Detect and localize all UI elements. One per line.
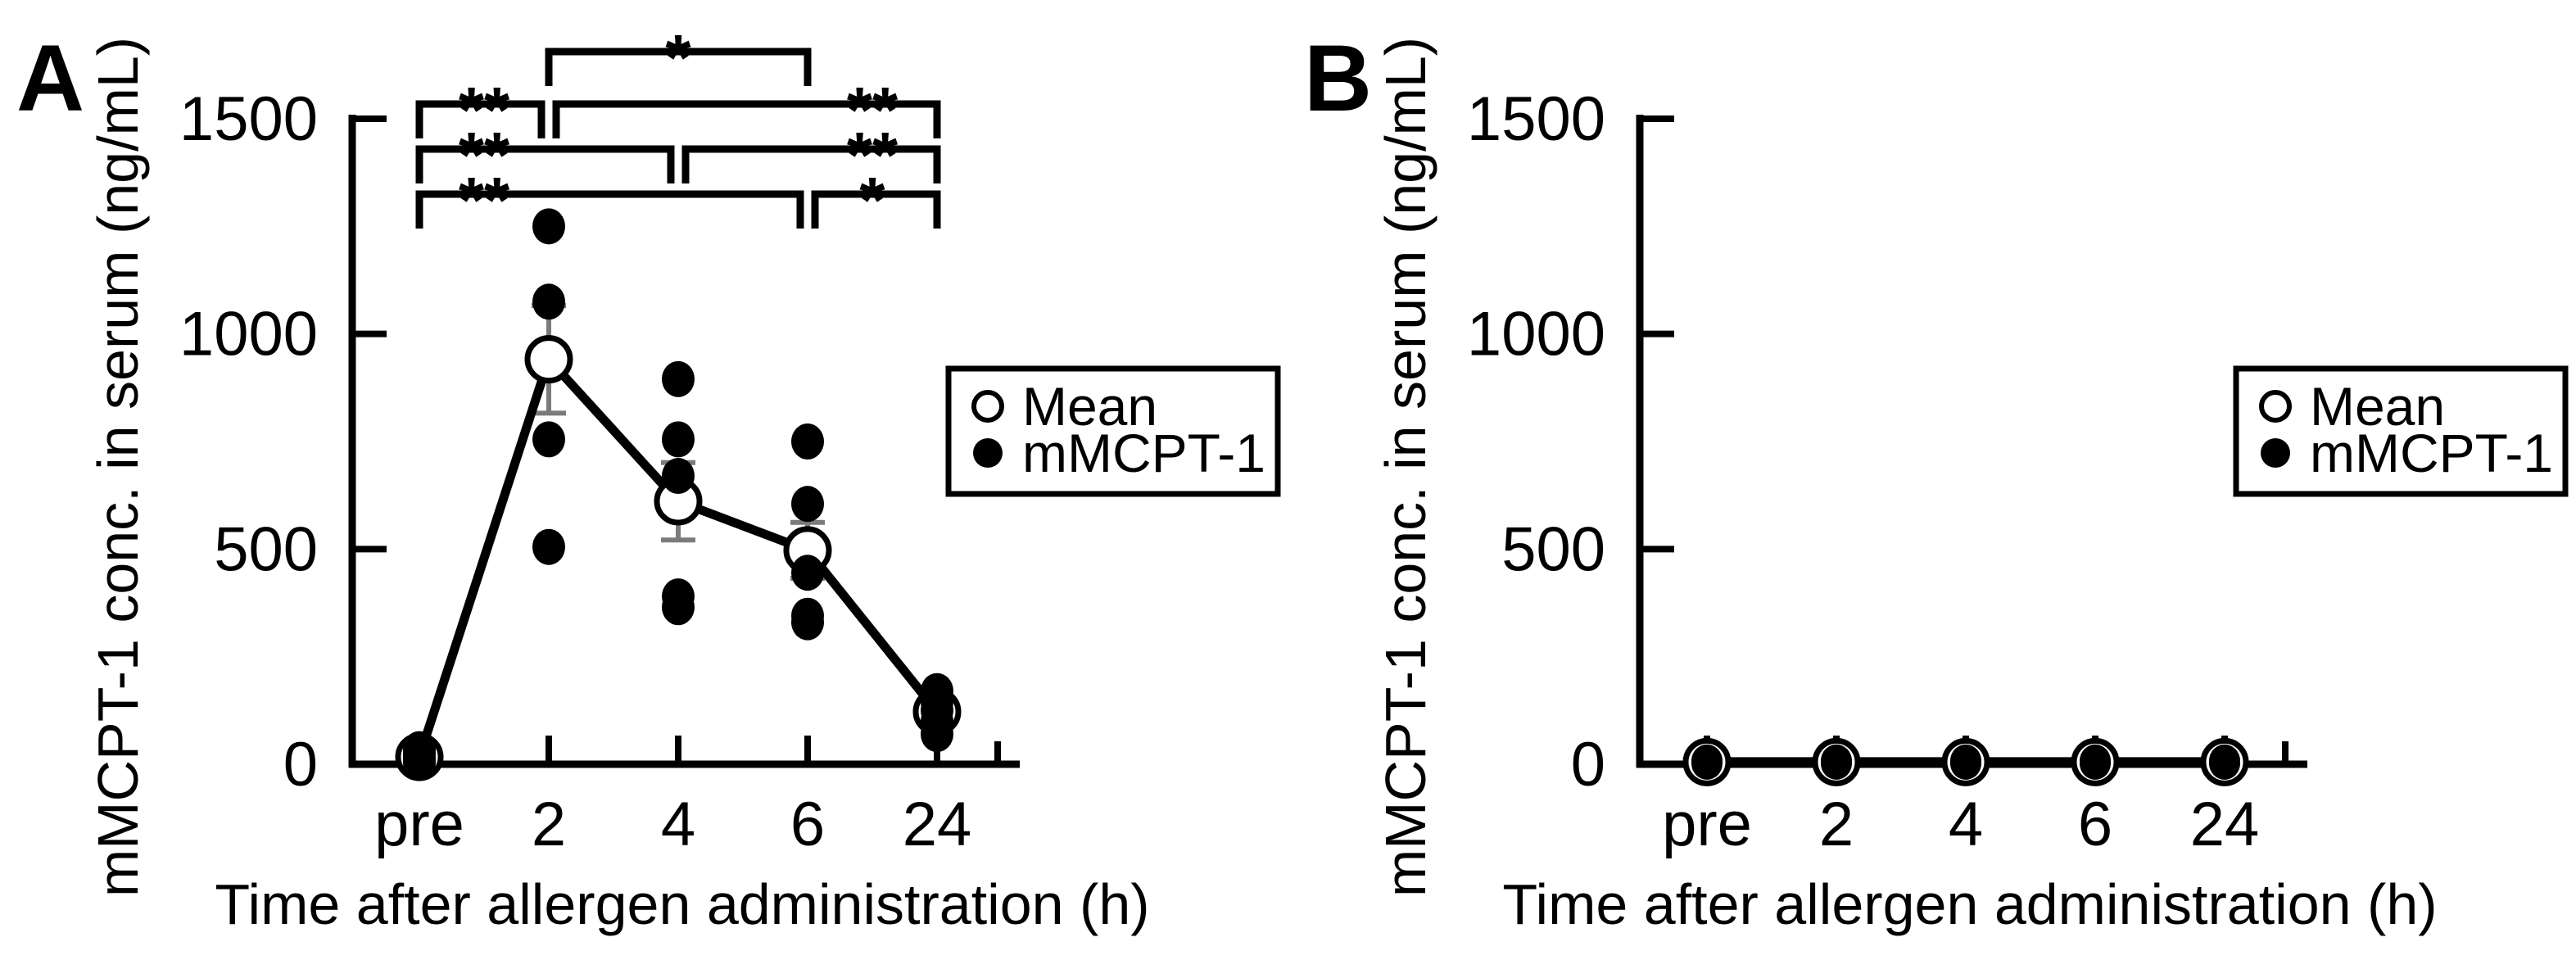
significance-label-right: **: [847, 74, 899, 147]
x-tick-label: 24: [2190, 790, 2260, 859]
data-point: [662, 458, 695, 495]
data-point: [791, 423, 824, 460]
legend-label: Mean: [1022, 376, 1157, 437]
x-tick-label: 24: [903, 790, 972, 859]
significance-label-right: *: [859, 164, 885, 237]
y-tick-label: 0: [283, 730, 318, 799]
x-tick-label: pre: [1662, 790, 1752, 859]
y-tick-label: 1000: [1467, 300, 1605, 369]
data-point: [662, 589, 695, 626]
data-point: [921, 716, 953, 753]
mean-point: [524, 335, 573, 384]
data-point: [662, 360, 695, 397]
legend-filled-circle-icon: [973, 438, 1003, 468]
panel-a-letter: A: [16, 26, 84, 131]
y-axis-title: mMCPT-1 conc. in serum (ng/mL): [1374, 37, 1437, 897]
x-tick-label: 6: [2078, 790, 2112, 859]
data-point: [2080, 746, 2111, 780]
legend-label: mMCPT-1: [1022, 423, 1265, 483]
data-point: [1950, 746, 1981, 780]
data-point: [791, 604, 824, 641]
legend-label: mMCPT-1: [2310, 423, 2553, 483]
legend-box: [2233, 365, 2569, 497]
significance-row: ** **: [415, 119, 941, 192]
data-points: [1691, 744, 2240, 780]
y-tick-label: 500: [1501, 514, 1605, 584]
x-axis-title: Time after allergen administration (h): [215, 872, 1149, 936]
legend-box: [945, 365, 1281, 497]
significance-label-left: **: [459, 119, 510, 192]
x-tick-label: 2: [532, 790, 566, 859]
x-tick-label: 6: [790, 790, 825, 859]
legend-open-circle-icon: [2259, 390, 2292, 423]
data-point: [791, 486, 824, 523]
significance-label-left: **: [459, 164, 510, 237]
bracket-right: [552, 100, 941, 138]
data-point: [1821, 746, 1852, 780]
legend-label: Mean: [2310, 376, 2445, 437]
x-tick-label: 4: [661, 790, 695, 859]
significance-row: ** *: [415, 164, 941, 237]
x-tick-label: 4: [1949, 790, 1983, 859]
y-tick-label: 0: [1571, 730, 1605, 799]
significance-row: ** **: [415, 74, 941, 147]
significance-label-right: **: [847, 119, 899, 192]
data-point: [532, 283, 565, 320]
bracket-left: [415, 190, 804, 229]
data-point: [791, 555, 824, 591]
significance-brackets: *** **** **** *: [415, 21, 941, 237]
panel-b-letter: B: [1304, 26, 1372, 131]
y-axis-title: mMCPT-1 conc. in serum (ng/mL): [86, 37, 150, 897]
mean-line: [414, 350, 941, 758]
data-point: [403, 745, 436, 781]
data-point: [2209, 746, 2240, 780]
bracket-right: [811, 190, 941, 229]
x-axis-title: Time after allergen administration (h): [1502, 872, 2437, 936]
data-point: [1691, 746, 1723, 780]
y-tick-label: 1000: [179, 300, 318, 369]
bracket-span: [545, 48, 812, 86]
y-tick-label: 1500: [1467, 84, 1605, 154]
legend-open-circle-icon: [971, 390, 1004, 423]
data-point: [532, 528, 565, 565]
bracket-right: [681, 145, 941, 183]
x-tick-label: 2: [1819, 790, 1854, 859]
data-point: [532, 208, 565, 245]
y-tick-label: 500: [214, 514, 318, 584]
data-points: [403, 208, 953, 781]
legend-filled-circle-icon: [2261, 438, 2290, 468]
data-point: [662, 421, 695, 458]
significance-label-left: **: [459, 74, 510, 147]
significance-label: *: [665, 21, 691, 94]
data-point: [532, 421, 565, 458]
y-tick-label: 1500: [179, 84, 318, 154]
bracket-left: [415, 100, 546, 138]
x-tick-label: pre: [374, 790, 464, 859]
significance-row: *: [545, 21, 812, 94]
bracket-left: [415, 145, 675, 183]
